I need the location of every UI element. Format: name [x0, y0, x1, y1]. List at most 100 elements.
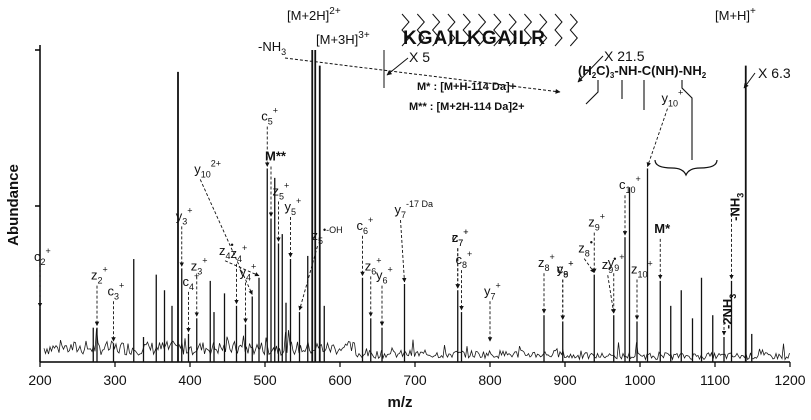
precursor-1plus-mult-arrow: [743, 72, 756, 89]
x-tick-label: 600: [328, 372, 352, 388]
legend-note-m-star: M* : [M+H-114 Da]+: [417, 81, 516, 93]
nh3-loss-label: -NH3: [258, 39, 286, 57]
fragment-ion-label: z5+: [273, 180, 290, 201]
fragment-ion-label: y7-17 Da: [395, 199, 434, 220]
x-axis-title: m/z: [387, 394, 412, 411]
cleavage-mark: [493, 13, 502, 47]
x-tick-label: 1100: [700, 372, 730, 388]
x-tick-label: 200: [28, 372, 52, 388]
fragment-ion-label: c7+: [452, 227, 469, 248]
cleavage-mark: [477, 13, 487, 47]
side-chain-brace: [654, 159, 718, 177]
precursor-2plus-label: [M+2H]2+: [287, 6, 341, 23]
fragment-ion-label: y8+: [557, 258, 574, 279]
side-chain-note: (H2C)3-NH-C(NH)-NH2: [578, 63, 707, 80]
fragment-ion-label: y10+: [662, 88, 684, 109]
fragment-annotations: c2+ z2+c3+ y3+ c4+z3+ y102+ z4+y4+ c5+ z4• M** z5…: [34, 88, 746, 342]
legend-note-m-double-star: M** : [M+2H-114 Da]2+: [409, 101, 525, 113]
precursor-1plus-text: [M+H]: [715, 8, 750, 23]
precursor-3plus-label: [M+3H]3+: [316, 30, 370, 47]
precursor-3plus-text: [M+3H]: [316, 32, 358, 47]
fragment-ion-arrow: [583, 258, 595, 274]
fragment-ion-arrow: [607, 275, 616, 314]
cleavage-mark: [554, 13, 563, 47]
x-tick-label: 400: [178, 372, 202, 388]
fragment-ion-label: z9+: [588, 212, 605, 233]
fragment-ion-label: y9+: [608, 252, 625, 273]
fragment-ion-label: c9+: [557, 258, 574, 279]
precursor-3plus-charge: 3+: [358, 30, 370, 41]
fragment-ion-label: c8+: [456, 249, 473, 270]
precursor-2plus-charge: 2+: [329, 6, 341, 17]
fragment-ion-label: z6+: [365, 255, 382, 276]
precursor-2plus: [M+2H]2+ -NH3 X 21.5: [258, 6, 645, 94]
fragment-ion-label: z8+: [538, 252, 555, 273]
x-tick-label: 300: [103, 372, 127, 388]
fragment-ion-arrow: [646, 108, 668, 167]
fragment-ion-label: y6+: [376, 265, 393, 286]
fragment-ion-label: z4•: [219, 240, 234, 261]
cleavage-mark: [431, 13, 441, 47]
fragment-ion-arrow: [199, 179, 253, 295]
fragment-ion-label: c6+: [357, 215, 374, 236]
cleavage-mark: [539, 13, 548, 47]
x-tick-label: 700: [403, 372, 427, 388]
precursor-3plus-mult-arrow: [386, 57, 409, 76]
x-tick-label: 1000: [624, 372, 655, 388]
fragment-ion-label: y4+: [240, 262, 257, 283]
x-tick-label: 500: [253, 372, 277, 388]
precursor-1plus-label: [M+H]+: [715, 6, 756, 23]
fragment-ion-label: c10+: [619, 174, 641, 195]
fragment-ion-label: z2+: [91, 265, 108, 286]
precursor-1plus-multiplier: X 6.3: [758, 65, 791, 81]
side-chain-link: [585, 80, 693, 160]
cleavage-mark: [569, 13, 578, 47]
x-tick-label: 1200: [774, 372, 805, 388]
cleavage-mark: [508, 13, 517, 47]
cleavage-mark: [523, 13, 533, 47]
fragment-ion-label: z4+: [231, 243, 248, 264]
fragment-ion-label: -2NH3: [720, 294, 738, 329]
fragment-ion-arrow: [224, 260, 260, 277]
precursor-3plus: [M+3H]3+ X 5: [316, 30, 430, 88]
fragment-ion-label: z8•: [578, 238, 593, 259]
precursor-1plus: [M+H]+ X 6.3: [715, 6, 791, 89]
fragment-ion-label: z5•-OH: [312, 225, 343, 246]
cleavage-mark: [462, 13, 471, 47]
fragment-ion-label: -NH3: [728, 193, 746, 221]
fragment-ion-label: y7+: [484, 280, 501, 301]
precursor-1plus-charge: +: [750, 6, 756, 17]
fragment-ion-label: c4+: [183, 271, 200, 292]
fragment-ion-label: M*: [654, 221, 671, 236]
y-axis-title: Abundance: [5, 164, 22, 246]
peptide-sequence-diagram: KGAILKGAILR (H2C)3-NH-C(NH)-NH2 M* : [M+…: [401, 13, 718, 177]
fragment-ion-label: z10+: [631, 258, 653, 279]
peptide-sequence: KGAILKGAILR: [403, 28, 546, 49]
fragment-ion-label: z7+: [452, 227, 469, 248]
fragment-ion-label: y102+: [194, 158, 221, 179]
fragment-ion-label: c2+: [34, 246, 51, 267]
fragment-ion-arrow: [298, 245, 318, 311]
x-tick-label: 800: [478, 372, 502, 388]
x-tick-label: 900: [553, 372, 577, 388]
fragment-ion-label: y3+: [176, 205, 193, 226]
precursor-2plus-text: [M+2H]: [287, 8, 329, 23]
fragment-ion-label: M**: [265, 148, 287, 163]
precursor-3plus-multiplier: X 5: [409, 49, 430, 65]
fragment-ion-arrow: [400, 219, 407, 283]
fragment-ion-label: c3+: [108, 280, 125, 301]
cleavage-mark: [447, 13, 456, 47]
x-axis-ticks: 200 300 400 500 600 700 800 900 1000 1100 1200: [28, 362, 806, 388]
spectrum-baseline-trace: [43, 328, 790, 361]
fragment-ion-label: y5+: [285, 196, 302, 217]
cleavage-mark: [401, 13, 410, 47]
cleavage-mark: [416, 13, 425, 47]
precursor-2plus-mult-arrow: [577, 55, 604, 83]
fragment-ion-label: z3+: [191, 255, 208, 276]
cleavage-ladder: [401, 13, 578, 47]
spectrum-peaks: [39, 50, 753, 362]
fragment-ion-label: z9•: [602, 254, 617, 275]
precursor-2plus-multiplier: X 21.5: [604, 48, 645, 64]
